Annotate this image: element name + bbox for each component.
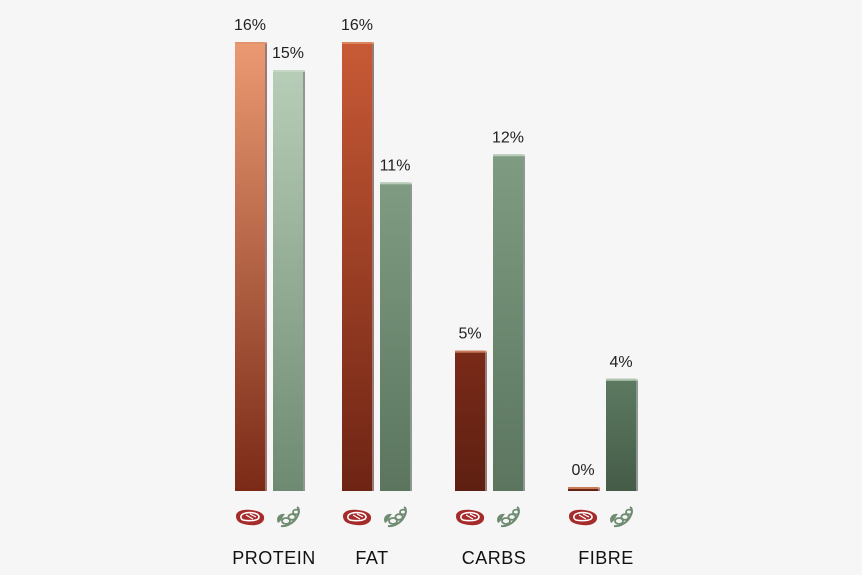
bar-carbs-plant xyxy=(493,154,523,491)
bar-fat-plant xyxy=(380,182,410,491)
steak-icon xyxy=(568,508,598,527)
bar-protein-meat xyxy=(235,42,265,491)
value-label-fat-meat: 16% xyxy=(341,17,373,34)
steak-icon xyxy=(342,508,372,527)
soybean-icon xyxy=(276,506,300,528)
bar-top-carbs-meat xyxy=(455,350,487,353)
bar-top-fat-plant xyxy=(380,182,412,185)
bar-side-fibre-plant xyxy=(635,379,638,491)
steak-icon xyxy=(235,508,265,527)
soybean-icon xyxy=(496,506,520,528)
bar-carbs-meat xyxy=(455,350,485,491)
value-label-protein-plant: 15% xyxy=(272,45,304,62)
soybean-icon xyxy=(383,506,407,528)
bar-protein-plant xyxy=(273,70,303,491)
value-label-protein-meat: 16% xyxy=(234,17,266,34)
bar-top-carbs-plant xyxy=(493,154,525,157)
soybean-icon xyxy=(609,506,633,528)
bar-side-fat-plant xyxy=(409,183,412,491)
bar-top-fibre-meat xyxy=(568,487,600,489)
category-label-protein: PROTEIN xyxy=(232,548,316,568)
category-label-fat: FAT xyxy=(355,548,388,568)
bar-side-fibre-meat xyxy=(597,488,600,491)
value-label-fibre-plant: 4% xyxy=(609,354,632,371)
category-label-fibre: FIBRE xyxy=(578,548,634,568)
value-label-carbs-plant: 12% xyxy=(492,129,524,146)
bar-side-protein-plant xyxy=(302,71,305,491)
bar-side-carbs-meat xyxy=(484,351,487,491)
bar-top-protein-meat xyxy=(235,42,267,44)
bar-fibre-plant xyxy=(606,378,636,491)
category-label-carbs: CARBS xyxy=(462,548,527,568)
plot-area: 16% 15% PROTEIN 16% 11% FAT 5% 12% CARBS 0% 4% FIBR… xyxy=(232,17,638,568)
bar-top-protein-plant xyxy=(273,70,305,73)
bar-top-fibre-plant xyxy=(606,378,638,381)
bar-side-carbs-plant xyxy=(522,155,525,491)
bar-side-fat-meat xyxy=(371,43,374,491)
steak-icon xyxy=(455,508,485,527)
value-label-fibre-meat: 0% xyxy=(571,462,594,479)
value-label-carbs-meat: 5% xyxy=(458,326,481,343)
bar-top-fat-meat xyxy=(342,42,374,44)
value-label-fat-plant: 11% xyxy=(380,157,411,174)
bar-fat-meat xyxy=(342,42,372,491)
bar-side-protein-meat xyxy=(264,43,267,491)
